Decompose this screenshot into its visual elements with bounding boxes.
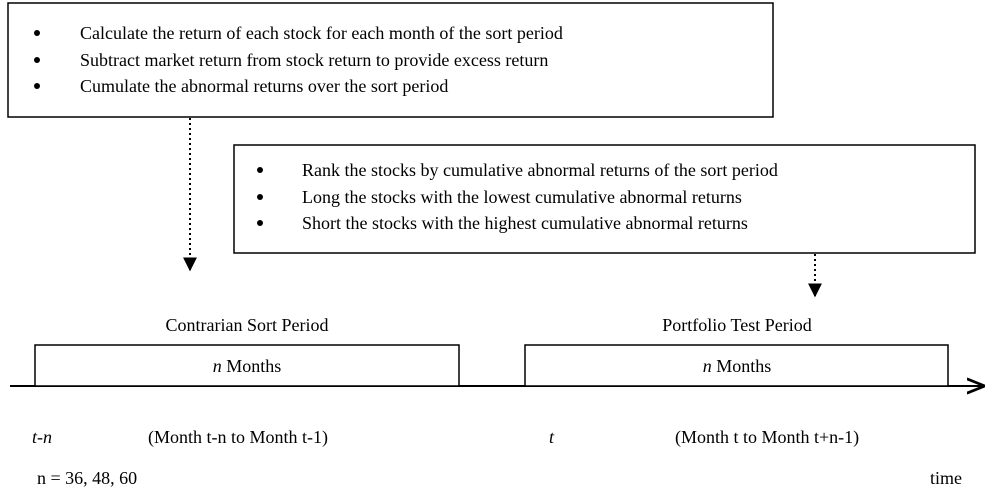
bullet: [34, 83, 40, 89]
range-label: (Month t to Month t+n-1): [675, 427, 859, 448]
duration-n: n: [703, 356, 712, 376]
bullet-text: Subtract market return from stock return…: [80, 50, 548, 70]
range-label: (Month t-n to Month t-1): [148, 427, 328, 448]
duration-unit: Months: [716, 356, 771, 376]
bullet: [34, 57, 40, 63]
period-title: Contrarian Sort Period: [166, 315, 329, 335]
bullet: [257, 167, 263, 173]
duration: n Months: [213, 356, 282, 376]
bullet-text: Rank the stocks by cumulative abnormal r…: [302, 160, 778, 180]
start-label: t-n: [32, 427, 52, 447]
bullet-text: Cumulate the abnormal returns over the s…: [80, 76, 448, 96]
bullet-text: Long the stocks with the lowest cumulati…: [302, 187, 742, 207]
n-values: n = 36, 48, 60: [37, 468, 137, 488]
bullet-text: Short the stocks with the highest cumula…: [302, 213, 748, 233]
top-bullets: Calculate the return of each stock for e…: [34, 23, 563, 96]
duration-unit: Months: [226, 356, 281, 376]
period-box: [524, 344, 949, 387]
period-title: Portfolio Test Period: [662, 315, 811, 335]
top-box: [7, 2, 774, 118]
middle-box: [233, 144, 976, 254]
bullet: [257, 194, 263, 200]
middle-bullets: Rank the stocks by cumulative abnormal r…: [257, 160, 778, 233]
period-box: [34, 344, 460, 387]
duration-n: n: [213, 356, 222, 376]
bullet-text: Calculate the return of each stock for e…: [80, 23, 563, 43]
bullet: [34, 30, 40, 36]
duration: n Months: [703, 356, 772, 376]
bullet: [257, 220, 263, 226]
start-label: t: [549, 427, 555, 447]
axis-label: time: [930, 468, 962, 488]
